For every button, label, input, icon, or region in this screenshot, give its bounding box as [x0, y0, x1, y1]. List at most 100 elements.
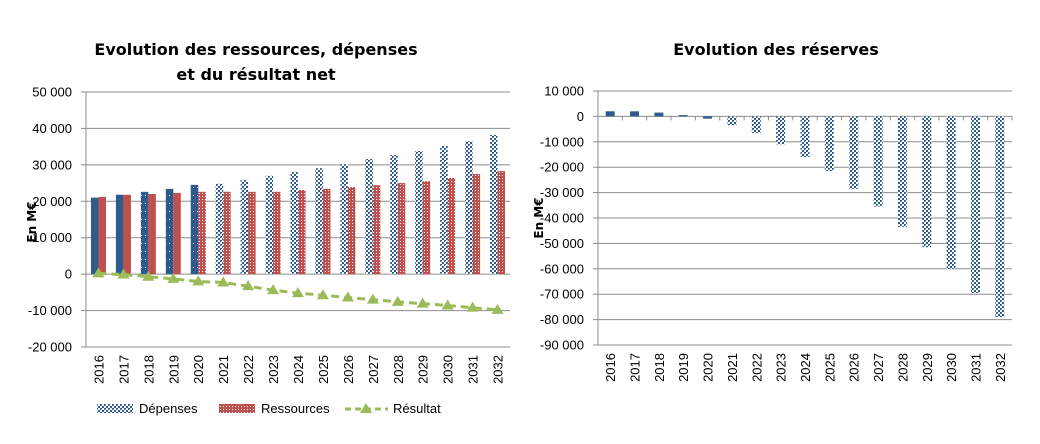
left-chart-title: Evolution des ressources, dépenses et du… [86, 37, 426, 87]
left-chart-title-line-2: et du résultat net [176, 65, 336, 84]
y-tick-label: -10 000 [28, 303, 72, 318]
x-tick-label: 2025 [316, 355, 331, 384]
x-tick-label: 2028 [895, 353, 910, 382]
legend-depenses-swatch [97, 404, 133, 413]
y-tick-label: -90 000 [540, 338, 584, 353]
marker-resultat [92, 267, 105, 278]
x-tick-label: 2019 [166, 355, 181, 384]
marker-resultat [466, 301, 479, 312]
bar-depenses [265, 175, 274, 275]
bar-ressources [298, 189, 306, 275]
x-tick-label: 2021 [725, 353, 740, 382]
x-tick-label: 2020 [191, 355, 206, 384]
x-tick-label: 2032 [491, 355, 506, 384]
marker-resultat [167, 272, 180, 283]
y-tick-label: 40 000 [32, 121, 72, 136]
y-axis-label: En M€ [25, 201, 39, 242]
bar-depenses [90, 197, 99, 275]
bar-reserves [970, 116, 980, 293]
bar-ressources [472, 173, 481, 275]
bar-depenses [315, 168, 323, 275]
y-tick-label: 20 000 [32, 194, 72, 209]
marker-resultat [341, 291, 354, 302]
x-tick-label: 2017 [628, 353, 643, 382]
marker-resultat [391, 295, 404, 306]
bar-reserves [800, 116, 810, 158]
marker-resultat [217, 276, 230, 287]
bar-reserves [873, 116, 883, 207]
bar-depenses [290, 171, 298, 275]
bar-reserves [727, 116, 737, 126]
x-tick-label: 2027 [871, 353, 886, 382]
bar-reserves [703, 116, 713, 119]
x-tick-label: 2031 [968, 353, 983, 382]
bar-depenses [340, 164, 348, 275]
y-tick-label: -80 000 [540, 312, 584, 327]
bar-reserves [654, 112, 664, 117]
bar-depenses [215, 183, 224, 275]
x-tick-label: 2016 [91, 355, 106, 384]
marker-resultat [441, 299, 454, 310]
left-chart: 50 000 40 000 30 000 20 000 10 000 0 -10 000 -2… [25, 85, 510, 416]
marker-resultat [242, 280, 255, 291]
bar-depenses [440, 145, 448, 275]
bar-ressources [422, 181, 431, 275]
x-tick-label: 2026 [341, 355, 356, 384]
bar-reserves [678, 115, 688, 117]
x-tick-label: 2023 [266, 355, 281, 384]
bar-ressources [372, 185, 381, 275]
bar-depenses [465, 141, 473, 275]
bar-depenses [190, 184, 199, 275]
bar-ressources [273, 191, 281, 275]
bar-ressources [397, 183, 406, 275]
marker-resultat [267, 284, 280, 295]
bar-ressources [123, 194, 131, 275]
marker-resultat [366, 293, 379, 304]
marker-resultat [192, 275, 205, 286]
x-tick-label: 2021 [216, 355, 231, 384]
y-tick-label: -50 000 [540, 236, 584, 251]
x-tick-label: 2022 [241, 355, 256, 384]
y-tick-label: 30 000 [32, 157, 72, 172]
x-tick-label: 2022 [749, 353, 764, 382]
x-tick-label: 2025 [822, 353, 837, 382]
x-tick-label: 2029 [416, 355, 431, 384]
y-tick-label: 10 000 [32, 230, 72, 245]
x-tick-label: 2017 [116, 355, 131, 384]
marker-resultat [117, 268, 130, 279]
legend-ressources-swatch [219, 404, 255, 413]
legend-depenses-label: Dépenses [139, 401, 198, 416]
x-tick-label: 2020 [701, 353, 716, 382]
x-tick-label: 2027 [366, 355, 381, 384]
y-tick-label: -70 000 [540, 287, 584, 302]
legend-resultat-label: Résultat [393, 401, 441, 416]
legend-resultat-marker [360, 403, 372, 413]
x-tick-label: 2031 [466, 355, 481, 384]
y-tick-label: -10 000 [540, 134, 584, 149]
x-tick-label: 2029 [920, 353, 935, 382]
x-tick-label: 2024 [291, 355, 306, 384]
bar-depenses [165, 188, 174, 275]
x-tick-label: 2016 [603, 353, 618, 382]
y-tick-label: -60 000 [540, 261, 584, 276]
x-tick-label: 2030 [944, 353, 959, 382]
marker-resultat [142, 270, 155, 281]
left-chart-title-line-1: Evolution des ressources, dépenses [94, 40, 418, 59]
x-tick-label: 2026 [847, 353, 862, 382]
bar-ressources [347, 187, 356, 275]
bar-reserves [776, 116, 786, 145]
right-chart-title: Evolution des réserves [673, 40, 879, 59]
x-tick-label: 2019 [676, 353, 691, 382]
bar-reserves [824, 116, 834, 172]
x-tick-label: 2018 [141, 355, 156, 384]
y-tick-label: 0 [577, 109, 584, 124]
bar-reserves [922, 116, 932, 248]
bar-reserves [897, 116, 907, 227]
bar-ressources [173, 192, 181, 275]
y-tick-label: 50 000 [32, 85, 72, 100]
x-tick-label: 2030 [441, 355, 456, 384]
legend-ressources-label: Ressources [261, 401, 330, 416]
marker-resultat [292, 287, 304, 298]
bar-depenses [415, 151, 423, 275]
